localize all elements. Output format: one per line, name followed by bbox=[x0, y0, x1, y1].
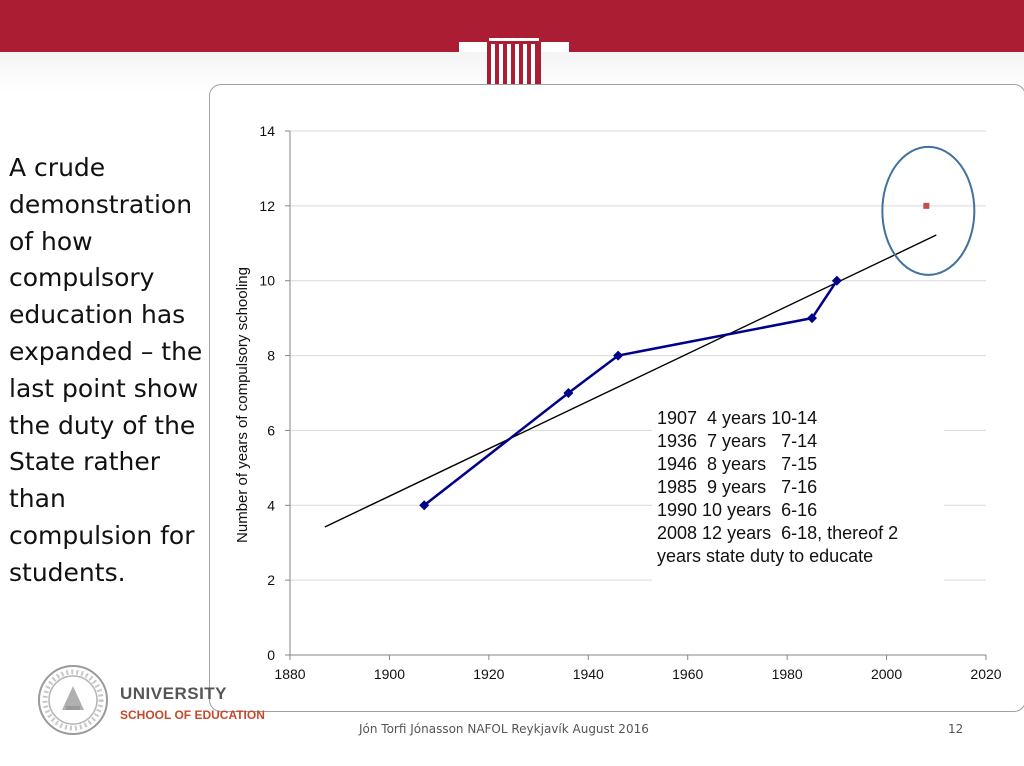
x-tick-label: 1880 bbox=[274, 666, 305, 682]
data-point-diamond bbox=[831, 275, 842, 286]
school-name: SCHOOL OF EDUCATION bbox=[120, 708, 265, 722]
x-tick-label: 1900 bbox=[374, 666, 405, 682]
y-tick-label: 0 bbox=[267, 647, 275, 663]
x-tick-label: 1920 bbox=[473, 666, 504, 682]
chart-frame bbox=[209, 84, 1024, 712]
legend-line: years state duty to educate bbox=[657, 546, 874, 566]
legend-line: 1990 10 years 6-16 bbox=[657, 500, 818, 520]
university-emblem-icon bbox=[459, 32, 569, 88]
data-point-square bbox=[923, 202, 930, 209]
university-name: UNIVERSITY bbox=[120, 684, 228, 703]
y-tick-label: 12 bbox=[259, 198, 275, 214]
y-tick-label: 2 bbox=[267, 572, 275, 588]
data-legend-box: 1907 4 years 10-14 1936 7 years 7-14 1946 … bbox=[652, 406, 944, 584]
page-number: 12 bbox=[948, 722, 964, 736]
x-tick-label: 2000 bbox=[871, 666, 902, 682]
y-tick-label: 8 bbox=[267, 348, 275, 364]
x-tick-label: 1960 bbox=[672, 666, 703, 682]
x-tick-label: 1980 bbox=[772, 666, 803, 682]
data-point-diamond bbox=[563, 388, 574, 398]
legend-line: 1985 9 years 7-16 bbox=[657, 477, 818, 497]
slide-description: A crude demonstration of how compulsory … bbox=[9, 153, 203, 587]
y-tick-label: 10 bbox=[259, 273, 275, 289]
x-tick-label: 1940 bbox=[573, 666, 604, 682]
y-axis-label: Number of years of compulsory schooling bbox=[234, 267, 251, 543]
data-point-diamond bbox=[613, 350, 624, 361]
x-tick-label: 2020 bbox=[970, 666, 1001, 682]
legend-line: 2008 12 years 6-18, thereof 2 bbox=[657, 523, 899, 543]
footer-text: Jón Torfi Jónasson NAFOL Reykjavík Augus… bbox=[359, 722, 649, 736]
data-point-diamond bbox=[807, 313, 817, 324]
legend-line: 1907 4 years 10-14 bbox=[657, 408, 818, 428]
y-tick-label: 6 bbox=[267, 422, 275, 438]
data-point-diamond bbox=[419, 500, 430, 511]
y-tick-label: 4 bbox=[267, 497, 275, 513]
highlight-ellipse bbox=[881, 145, 976, 276]
legend-line: 1946 8 years 7-15 bbox=[657, 454, 818, 474]
legend-line: 1936 7 years 7-14 bbox=[657, 431, 818, 451]
university-seal-icon bbox=[38, 665, 108, 735]
y-tick-label: 14 bbox=[259, 123, 275, 139]
